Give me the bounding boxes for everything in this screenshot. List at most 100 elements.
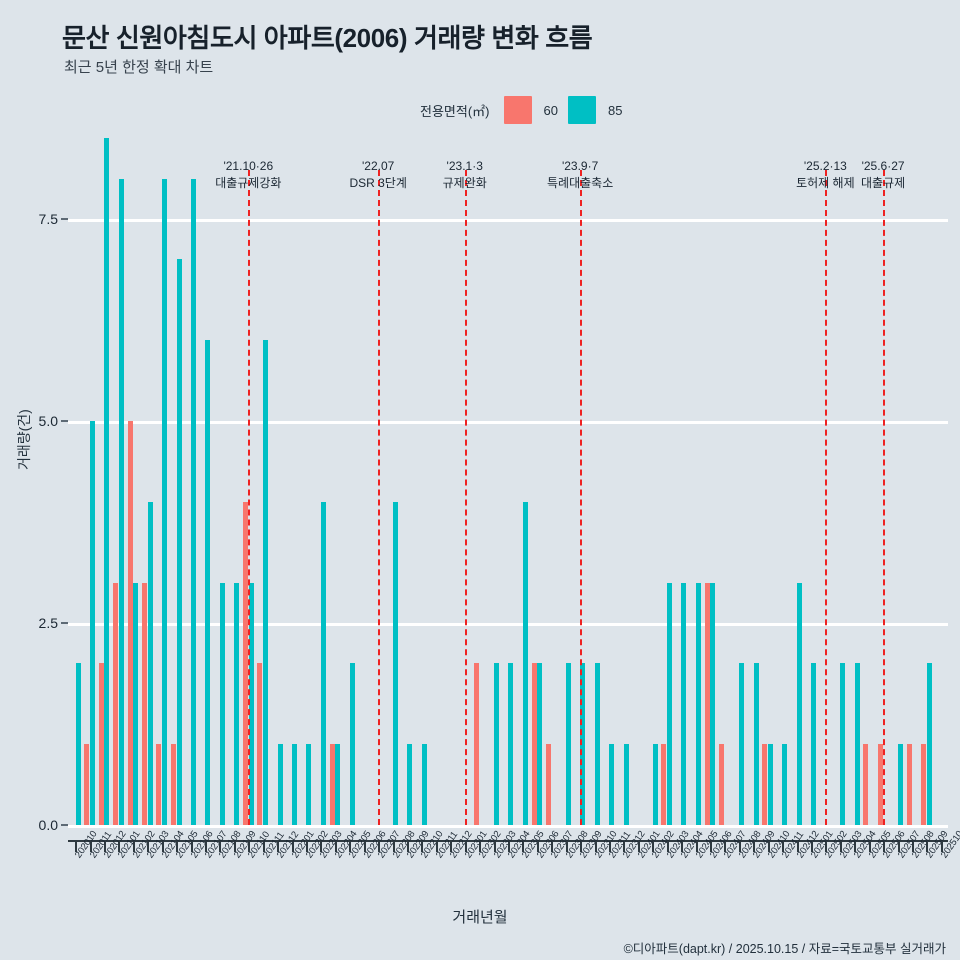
bar[interactable] bbox=[768, 744, 774, 825]
event-text: 토허제 해제 bbox=[796, 176, 855, 190]
bar[interactable] bbox=[127, 420, 133, 825]
bar[interactable] bbox=[170, 744, 176, 825]
x-axis-tick bbox=[421, 842, 424, 852]
bar[interactable] bbox=[531, 663, 537, 825]
bar[interactable] bbox=[762, 744, 768, 825]
legend-item-60[interactable]: 60 bbox=[503, 96, 558, 124]
event-date: '25.6·27 bbox=[861, 159, 905, 173]
bar[interactable] bbox=[75, 663, 81, 825]
bar[interactable] bbox=[176, 259, 182, 825]
x-axis-tick bbox=[118, 842, 121, 852]
bar[interactable] bbox=[877, 744, 883, 825]
bar[interactable] bbox=[854, 663, 860, 825]
x-axis-tick bbox=[854, 842, 857, 852]
bar[interactable] bbox=[840, 663, 846, 825]
x-axis-tick bbox=[306, 842, 309, 852]
bar[interactable] bbox=[162, 178, 168, 825]
bar[interactable] bbox=[473, 663, 479, 825]
x-axis-tick bbox=[89, 842, 92, 852]
bar[interactable] bbox=[681, 582, 687, 825]
bar[interactable] bbox=[291, 744, 297, 825]
x-axis-tick bbox=[623, 842, 626, 852]
bar[interactable] bbox=[306, 744, 312, 825]
bar[interactable] bbox=[242, 501, 248, 825]
bar[interactable] bbox=[661, 744, 667, 825]
x-axis-tick bbox=[796, 842, 799, 852]
bar[interactable] bbox=[147, 501, 153, 825]
bar[interactable] bbox=[493, 663, 499, 825]
bar[interactable] bbox=[263, 340, 269, 825]
bar[interactable] bbox=[695, 582, 701, 825]
x-axis-title: 거래년월 bbox=[452, 909, 508, 926]
event-date: '21.10·26 bbox=[223, 159, 274, 173]
gridline bbox=[68, 622, 948, 626]
bar[interactable] bbox=[566, 663, 572, 825]
bar[interactable] bbox=[156, 744, 162, 825]
x-axis-tick bbox=[897, 842, 900, 852]
bar[interactable] bbox=[335, 744, 341, 825]
bar[interactable] bbox=[623, 744, 629, 825]
bar[interactable] bbox=[522, 501, 528, 825]
bar[interactable] bbox=[545, 744, 551, 825]
x-axis-tick bbox=[320, 842, 323, 852]
x-axis-tick bbox=[926, 842, 929, 852]
x-axis-tick bbox=[104, 842, 107, 852]
x-axis-tick bbox=[738, 842, 741, 852]
bar[interactable] bbox=[234, 582, 240, 825]
bar[interactable] bbox=[98, 663, 104, 825]
x-axis-tick bbox=[493, 842, 496, 852]
x-axis-tick bbox=[334, 842, 337, 852]
x-axis-tick bbox=[551, 842, 554, 852]
x-axis-tick bbox=[753, 842, 756, 852]
bar[interactable] bbox=[782, 744, 788, 825]
bar[interactable] bbox=[349, 663, 355, 825]
x-axis-tick bbox=[262, 842, 265, 852]
bar[interactable] bbox=[89, 420, 95, 825]
bar[interactable] bbox=[118, 178, 124, 825]
bar[interactable] bbox=[897, 744, 903, 825]
bar[interactable] bbox=[739, 663, 745, 825]
bar[interactable] bbox=[141, 582, 147, 825]
x-axis-tick bbox=[724, 842, 727, 852]
bar[interactable] bbox=[508, 663, 514, 825]
bar[interactable] bbox=[329, 744, 335, 825]
bar[interactable] bbox=[392, 501, 398, 825]
bar[interactable] bbox=[704, 582, 710, 825]
bar[interactable] bbox=[537, 663, 543, 825]
bar[interactable] bbox=[407, 744, 413, 825]
bar[interactable] bbox=[190, 178, 196, 825]
x-axis-tick bbox=[363, 842, 366, 852]
bar[interactable] bbox=[719, 744, 725, 825]
bar[interactable] bbox=[219, 582, 225, 825]
bar[interactable] bbox=[84, 744, 90, 825]
bar[interactable] bbox=[921, 744, 926, 825]
bar[interactable] bbox=[277, 744, 283, 825]
bar[interactable] bbox=[320, 501, 326, 825]
bar[interactable] bbox=[609, 744, 615, 825]
bar[interactable] bbox=[113, 582, 119, 825]
bar[interactable] bbox=[104, 138, 110, 825]
event-annotation: '23.9·7 특례대출축소 bbox=[547, 158, 613, 192]
bar[interactable] bbox=[580, 663, 586, 825]
x-axis-tick bbox=[291, 842, 294, 852]
bar[interactable] bbox=[710, 582, 716, 825]
x-axis: 202010 202011 202012 202101 202102 202103 2021… bbox=[68, 829, 960, 912]
bar[interactable] bbox=[421, 744, 427, 825]
bar[interactable] bbox=[811, 663, 817, 825]
bar[interactable] bbox=[863, 744, 869, 825]
bar[interactable] bbox=[667, 582, 673, 825]
event-text: 대출규제강화 bbox=[215, 176, 282, 190]
x-axis-tick bbox=[782, 842, 785, 852]
bar[interactable] bbox=[753, 663, 759, 825]
bar[interactable] bbox=[248, 582, 254, 825]
bar[interactable] bbox=[594, 663, 600, 825]
bar[interactable] bbox=[906, 744, 912, 825]
bar[interactable] bbox=[926, 663, 932, 825]
bar[interactable] bbox=[257, 663, 263, 825]
bar[interactable] bbox=[133, 582, 139, 825]
bar[interactable] bbox=[652, 744, 658, 825]
bar[interactable] bbox=[796, 582, 802, 825]
legend-item-85[interactable]: 85 bbox=[567, 96, 622, 124]
x-axis-tick bbox=[378, 842, 381, 852]
bar[interactable] bbox=[205, 340, 211, 825]
